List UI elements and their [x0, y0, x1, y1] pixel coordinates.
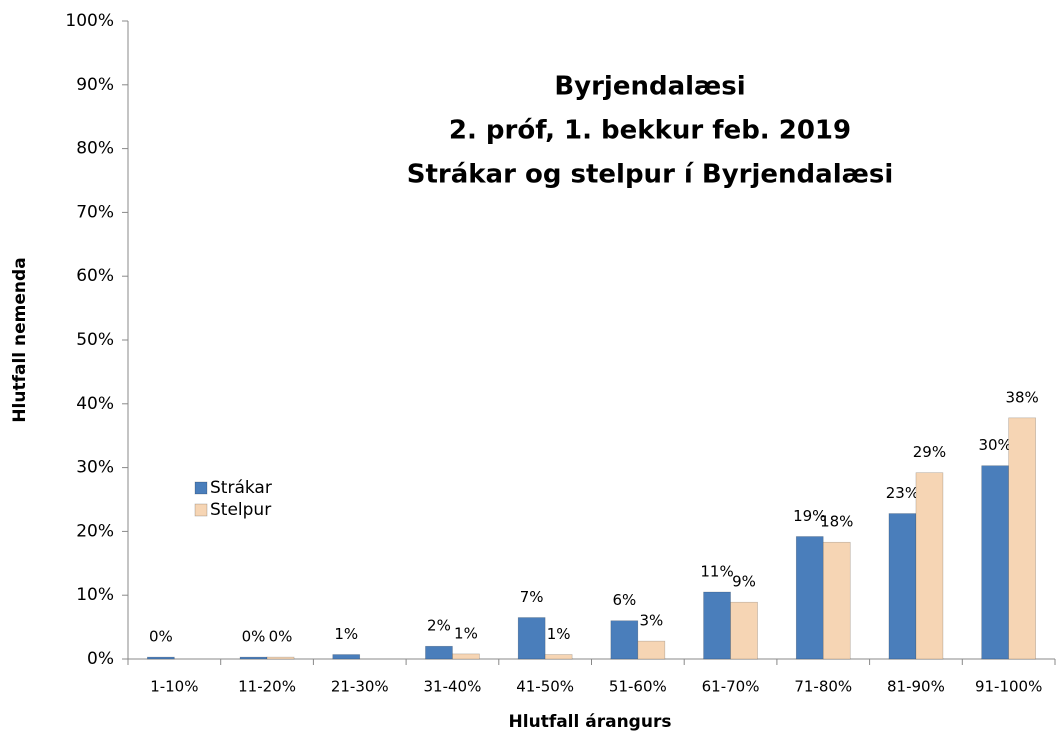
y-tick-label: 0% [87, 649, 114, 669]
y-tick-label: 40% [76, 394, 114, 414]
data-label: 30% [978, 436, 1011, 454]
y-tick-label: 30% [76, 458, 114, 478]
chart-title: Byrjendalæsi [554, 72, 745, 102]
chart-title: 2. próf, 1. bekkur feb. 2019 [449, 116, 851, 146]
y-tick-label: 100% [65, 11, 114, 31]
bar [703, 591, 731, 660]
data-label: 19% [793, 507, 826, 525]
x-tick-label: 21-30% [331, 678, 389, 696]
data-label: 3% [639, 612, 663, 630]
data-label: 1% [334, 625, 358, 643]
bar [1008, 417, 1036, 660]
x-tick-label: 41-50% [516, 678, 574, 696]
bar [517, 617, 546, 660]
bar [452, 653, 480, 660]
bar [332, 654, 361, 660]
x-tick-label: 51-60% [609, 678, 667, 696]
data-label: 11% [700, 563, 733, 581]
data-label: 23% [886, 484, 919, 502]
data-label: 9% [732, 573, 756, 591]
bar [610, 620, 639, 660]
legend-swatch [194, 503, 208, 517]
x-tick-label: 11-20% [238, 678, 296, 696]
bar [981, 465, 1009, 660]
bar [239, 656, 268, 660]
data-label: 7% [520, 588, 544, 606]
bar [544, 654, 573, 660]
chart-title: Strákar og stelpur í Byrjendalæsi [407, 160, 894, 190]
y-tick-label: 10% [76, 585, 114, 605]
y-tick-label: 20% [76, 521, 114, 541]
x-tick-label: 81-90% [887, 678, 945, 696]
x-tick-label: 61-70% [702, 678, 760, 696]
bar [147, 656, 175, 660]
x-tick-label: 91-100% [975, 678, 1042, 696]
bar [915, 472, 944, 660]
y-tick-label: 70% [76, 202, 114, 222]
legend-swatch [194, 481, 208, 495]
x-tick-label: 71-80% [794, 678, 852, 696]
bar [822, 541, 851, 660]
y-axis-title: Hlutfall nemenda [10, 257, 30, 422]
legend-label: Stelpur [210, 500, 271, 520]
data-label: 1% [547, 625, 571, 643]
data-label: 1% [454, 624, 478, 642]
data-label: 6% [612, 591, 636, 609]
x-tick-label: 31-40% [424, 678, 482, 696]
bar [888, 513, 917, 660]
data-label: 0% [242, 628, 266, 646]
y-tick-label: 90% [76, 75, 114, 95]
y-tick-label: 50% [76, 330, 114, 350]
y-tick-label: 60% [76, 266, 114, 286]
bar [425, 645, 453, 660]
bar [795, 536, 824, 660]
bar [266, 656, 295, 660]
x-tick-label: 1-10% [150, 678, 198, 696]
data-label: 38% [1005, 388, 1038, 406]
legend-label: Strákar [210, 478, 272, 498]
data-label: 18% [820, 513, 853, 531]
bar [730, 601, 758, 660]
data-label: 0% [269, 628, 293, 646]
data-label: 29% [913, 443, 946, 461]
data-label: 2% [427, 617, 451, 635]
y-tick-label: 80% [76, 139, 114, 159]
data-label: 0% [149, 628, 173, 646]
bar [637, 640, 666, 660]
x-axis-title: Hlutfall árangurs [509, 712, 672, 732]
